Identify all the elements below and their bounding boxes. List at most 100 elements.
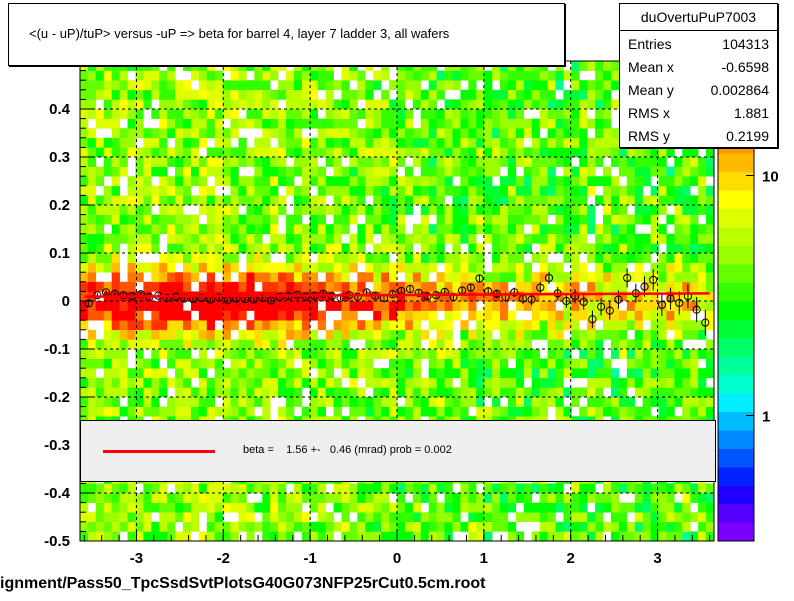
heatmap-cell	[206, 281, 216, 292]
heatmap-cell	[159, 109, 168, 119]
heatmap-cell	[397, 147, 406, 158]
heatmap-cell	[198, 99, 208, 110]
heatmap-cell	[301, 224, 311, 235]
heatmap-cell	[476, 205, 485, 215]
heatmap-cell	[555, 320, 564, 331]
heatmap-cell	[381, 70, 390, 81]
heatmap-cell	[658, 147, 667, 158]
heatmap-cell	[397, 262, 406, 273]
heatmap-cell	[420, 262, 429, 273]
heatmap-cell	[286, 358, 295, 369]
heatmap-cell	[293, 512, 303, 523]
heatmap-cell	[183, 176, 192, 187]
heatmap-cell	[476, 521, 485, 532]
heatmap-cell	[198, 137, 208, 148]
heatmap-cell	[278, 205, 287, 215]
heatmap-cell	[254, 310, 263, 321]
heatmap-cell	[325, 339, 334, 350]
heatmap-cell	[531, 329, 540, 340]
heatmap-cell	[198, 397, 208, 407]
heatmap-cell	[167, 339, 176, 350]
heatmap-cell	[587, 185, 596, 196]
heatmap-cell	[412, 89, 422, 100]
heatmap-cell	[293, 195, 303, 206]
heatmap-cell	[325, 531, 334, 541]
heatmap-cell	[301, 205, 311, 215]
heatmap-cell	[341, 195, 350, 206]
heatmap-cell	[135, 387, 144, 398]
heatmap-cell	[293, 502, 303, 513]
heatmap-cell	[468, 243, 477, 254]
heatmap-cell	[293, 377, 303, 388]
heatmap-cell	[531, 281, 540, 292]
heatmap-cell	[555, 157, 564, 167]
heatmap-cell	[309, 301, 319, 311]
heatmap-cell	[143, 195, 152, 206]
heatmap-cell	[476, 531, 485, 541]
heatmap-cell	[103, 493, 112, 503]
heatmap-cell	[492, 320, 501, 331]
heatmap-cell	[610, 61, 620, 71]
heatmap-cell	[127, 253, 136, 263]
heatmap-cell	[349, 368, 358, 379]
heatmap-cell	[587, 176, 596, 187]
heatmap-cell	[444, 80, 453, 91]
heatmap-cell	[389, 243, 398, 254]
heatmap-cell	[190, 253, 200, 263]
heatmap-cell	[436, 233, 445, 244]
heatmap-cell	[357, 89, 366, 100]
heatmap-cell	[373, 329, 382, 340]
heatmap-cell	[603, 329, 612, 340]
heatmap-cell	[404, 185, 414, 196]
heatmap-cell	[278, 157, 287, 167]
heatmap-cell	[492, 253, 501, 263]
heatmap-cell	[183, 329, 192, 340]
heatmap-cell	[365, 502, 374, 513]
heatmap-cell	[674, 281, 683, 292]
heatmap-cell	[286, 70, 295, 81]
heatmap-cell	[349, 233, 358, 244]
heatmap-cell	[531, 205, 540, 215]
heatmap-cell	[103, 320, 112, 331]
heatmap-cell	[610, 502, 620, 513]
heatmap-cell	[476, 185, 485, 196]
heatmap-cell	[634, 166, 643, 177]
heatmap-cell	[500, 349, 509, 359]
heatmap-cell	[333, 301, 342, 311]
heatmap-cell	[500, 493, 509, 503]
heatmap-cell	[87, 166, 97, 177]
heatmap-cell	[555, 70, 564, 81]
heatmap-cell	[127, 339, 136, 350]
heatmap-cell	[175, 243, 184, 254]
heatmap-cell	[397, 310, 406, 321]
heatmap-cell	[301, 272, 311, 283]
heatmap-cell	[492, 118, 501, 129]
heatmap-cell	[95, 387, 105, 398]
heatmap-cell	[595, 291, 604, 302]
heatmap-cell	[404, 301, 414, 311]
heatmap-cell	[397, 329, 406, 340]
heatmap-cell	[706, 157, 714, 167]
heatmap-cell	[373, 387, 382, 398]
heatmap-cell	[80, 233, 89, 244]
heatmap-cell	[531, 233, 540, 244]
heatmap-cell	[404, 329, 414, 340]
heatmap-cell	[111, 185, 120, 196]
heatmap-cell	[658, 387, 667, 398]
heatmap-cell	[587, 80, 596, 91]
heatmap-cell	[301, 339, 311, 350]
heatmap-cell	[135, 406, 144, 417]
heatmap-cell	[151, 272, 160, 283]
heatmap-cell	[325, 281, 334, 292]
heatmap-cell	[301, 521, 311, 532]
heatmap-cell	[468, 310, 477, 321]
profile-point	[405, 284, 415, 294]
heatmap-cell	[571, 214, 580, 225]
heatmap-cell	[198, 233, 208, 244]
heatmap-cell	[476, 166, 485, 177]
heatmap-cell	[159, 521, 168, 532]
heatmap-cell	[468, 137, 477, 148]
heatmap-cell	[603, 281, 612, 292]
heatmap-cell	[436, 521, 445, 532]
heatmap-cell	[603, 99, 612, 110]
